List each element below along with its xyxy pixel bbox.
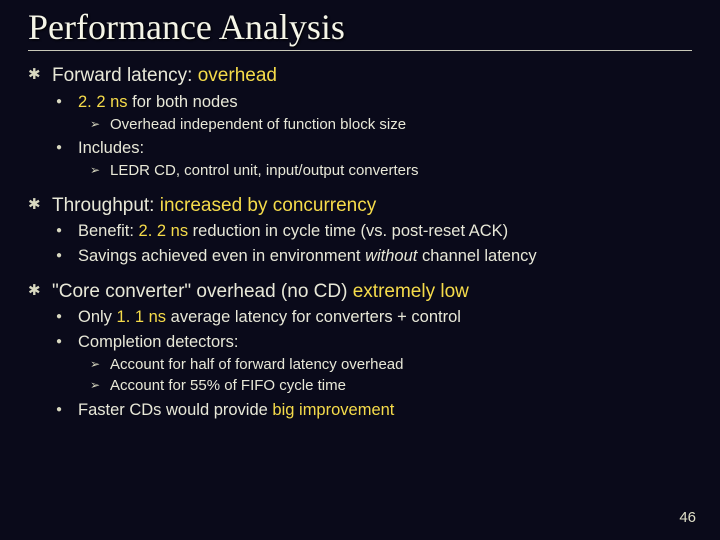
bullet-ledr-cd: LEDR CD, control unit, input/output conv… — [90, 161, 692, 181]
slide-content: Forward latency: overhead 2. 2 ns for bo… — [28, 63, 692, 421]
text: Faster CDs would provide — [78, 401, 272, 419]
bullet-both-nodes: 2. 2 ns for both nodes — [56, 91, 692, 113]
bullet-faster-cds: Faster CDs would provide big improvement — [56, 399, 692, 421]
text: Completion detectors: — [78, 333, 239, 351]
bullet-benefit: Benefit: 2. 2 ns reduction in cycle time… — [56, 220, 692, 242]
text: average latency for converters + control — [166, 308, 461, 326]
text: reduction in cycle time (vs. post-reset … — [188, 222, 508, 240]
highlight-text: 1. 1 ns — [117, 308, 167, 326]
bullet-core-converter: "Core converter" overhead (no CD) extrem… — [28, 279, 692, 305]
bullet-overhead-independent: Overhead independent of function block s… — [90, 115, 692, 135]
text: channel latency — [422, 247, 537, 265]
bullet-only-latency: Only 1. 1 ns average latency for convert… — [56, 306, 692, 328]
text: Includes: — [78, 139, 144, 157]
highlight-text: big improvement — [272, 401, 394, 419]
slide: Performance Analysis Forward latency: ov… — [0, 0, 720, 540]
slide-title: Performance Analysis — [28, 0, 692, 51]
highlight-text: increased by concurrency — [160, 195, 377, 216]
bullet-completion-detectors: Completion detectors: — [56, 331, 692, 353]
bullet-includes: Includes: — [56, 137, 692, 159]
bullet-fifo-cycle: Account for 55% of FIFO cycle time — [90, 376, 692, 396]
text: Forward latency: — [52, 65, 198, 86]
page-number: 46 — [679, 509, 696, 526]
text: "Core converter" overhead (no CD) — [52, 281, 353, 302]
italic-text: without — [365, 247, 422, 265]
text: for both nodes — [128, 93, 238, 111]
text: Savings achieved even in environment — [78, 247, 365, 265]
highlight-text: 2. 2 ns — [78, 93, 128, 111]
highlight-text: 2. 2 ns — [139, 222, 189, 240]
highlight-text: overhead — [198, 65, 277, 86]
bullet-half-overhead: Account for half of forward latency over… — [90, 355, 692, 375]
bullet-forward-latency: Forward latency: overhead — [28, 63, 692, 89]
bullet-savings: Savings achieved even in environment wit… — [56, 245, 692, 267]
text: Only — [78, 308, 117, 326]
bullet-throughput: Throughput: increased by concurrency — [28, 193, 692, 219]
highlight-text: extremely low — [353, 281, 469, 302]
text: Throughput: — [52, 195, 160, 216]
text: Benefit: — [78, 222, 139, 240]
